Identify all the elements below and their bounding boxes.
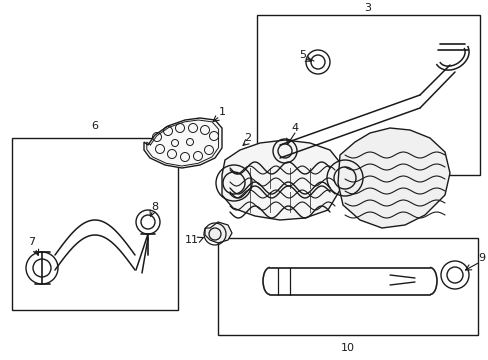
Text: 9: 9 <box>477 253 485 263</box>
Polygon shape <box>222 140 341 220</box>
Bar <box>12 138 178 310</box>
Text: 6: 6 <box>91 121 98 131</box>
Polygon shape <box>337 128 449 228</box>
Text: 11: 11 <box>184 235 199 245</box>
Text: 2: 2 <box>244 133 251 143</box>
Text: 10: 10 <box>340 343 354 353</box>
Text: 8: 8 <box>151 202 158 212</box>
Text: 3: 3 <box>364 3 371 13</box>
Polygon shape <box>143 118 222 168</box>
Text: 1: 1 <box>218 107 225 117</box>
Text: 5: 5 <box>299 50 306 60</box>
Bar <box>218 238 477 335</box>
Text: 4: 4 <box>291 123 298 133</box>
Text: 7: 7 <box>28 237 36 247</box>
Bar <box>257 15 479 175</box>
Polygon shape <box>204 222 231 243</box>
